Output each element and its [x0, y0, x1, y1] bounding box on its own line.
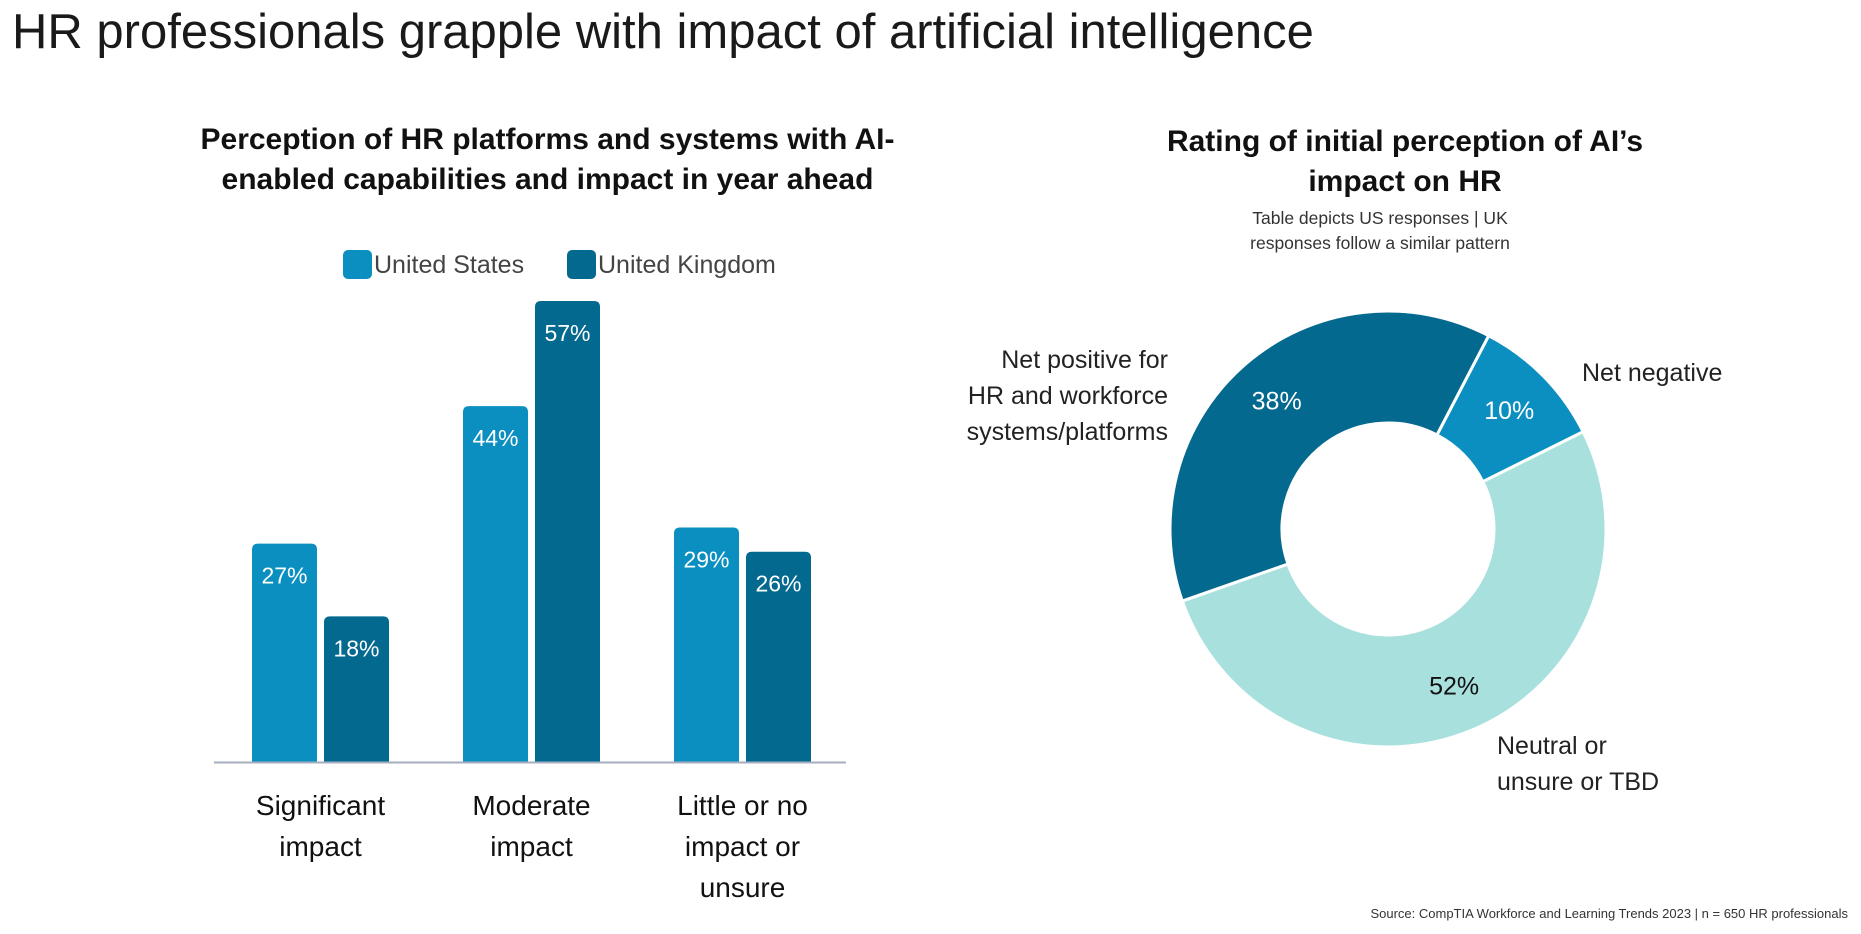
- bar-us-1: [463, 406, 528, 762]
- bar-value-label-us-2: 29%: [683, 546, 729, 572]
- donut-category-label-line: Net positive for: [1001, 346, 1168, 374]
- category-label-line: Significant: [256, 790, 385, 821]
- legend-label-uk: United Kingdom: [598, 251, 776, 279]
- donut-slice-2: [1168, 309, 1491, 603]
- legend-label-us: United States: [374, 251, 524, 279]
- bar-us-0: [252, 543, 317, 762]
- bar-value-label-us-1: 44%: [472, 425, 518, 451]
- donut-chart-title-line-1: Rating of initial perception of AI’s: [1166, 125, 1644, 158]
- bar-uk-0: [324, 616, 389, 762]
- donut-chart-title-line-2: impact on HR: [1308, 165, 1502, 198]
- category-label-line: impact: [490, 831, 573, 862]
- bar-uk-2: [746, 551, 811, 762]
- page-title: HR professionals grapple with impact of …: [12, 5, 1314, 59]
- bar-chart-title-line-1: Perception of HR platforms and systems w…: [200, 123, 895, 156]
- category-label-line: unsure: [700, 872, 786, 903]
- bar-chart-title: Perception of HR platforms and systems w…: [160, 120, 935, 200]
- bar-value-label-uk-1: 57%: [544, 320, 590, 346]
- donut-category-label-line: Net negative: [1582, 359, 1722, 387]
- bar-value-label-uk-2: 26%: [755, 571, 801, 597]
- legend-swatch-us: [343, 250, 372, 279]
- donut-chart-note-line-2: responses follow a similar pattern: [1250, 233, 1510, 253]
- donut-chart-note-line-1: Table depicts US responses | UK: [1252, 208, 1508, 228]
- donut-category-label-line: unsure or TBD: [1497, 768, 1659, 796]
- bar-us-2: [674, 527, 739, 762]
- bar-chart: United States United Kingdom 27% 18% Signifi…: [214, 250, 846, 903]
- donut-chart-title: Rating of initial perception of AI’s imp…: [1080, 122, 1730, 202]
- category-label-line: impact: [279, 831, 362, 862]
- donut-category-label-line: HR and workforce: [968, 382, 1168, 410]
- legend-swatch-uk: [567, 250, 596, 279]
- source-note: Source: CompTIA Workforce and Learning T…: [1370, 906, 1848, 921]
- category-label-1: Moderate impact: [472, 790, 590, 862]
- donut-category-label-line: Neutral or: [1497, 732, 1607, 760]
- bar-value-label-uk-0: 18%: [333, 635, 379, 661]
- donut-chart-note: Table depicts US responses | UK response…: [1180, 206, 1580, 256]
- donut-value-label-2: 38%: [1252, 388, 1302, 416]
- category-label-line: impact or: [685, 831, 800, 862]
- donut-chart: 10% Net negative 52% Neutral or unsure or TB…: [967, 309, 1722, 796]
- donut-category-label-line: systems/platforms: [967, 418, 1168, 446]
- donut-slice-1: [1180, 429, 1608, 749]
- category-label-0: Significant impact: [256, 790, 385, 862]
- bar-chart-title-line-2: enabled capabilities and impact in year …: [221, 163, 874, 196]
- bar-value-label-us-0: 27%: [261, 563, 307, 589]
- category-label-line: Moderate: [472, 790, 590, 821]
- donut-category-label-2: Net positive for HR and workforce systems/…: [967, 346, 1168, 446]
- category-label-2: Little or no impact or unsure: [677, 790, 808, 903]
- bar-uk-1: [535, 301, 600, 762]
- donut-category-label-0: Net negative: [1582, 359, 1722, 387]
- donut-category-label-1: Neutral or unsure or TBD: [1497, 732, 1659, 796]
- donut-value-label-1: 52%: [1429, 673, 1479, 701]
- category-label-line: Little or no: [677, 790, 808, 821]
- donut-value-label-0: 10%: [1484, 397, 1534, 425]
